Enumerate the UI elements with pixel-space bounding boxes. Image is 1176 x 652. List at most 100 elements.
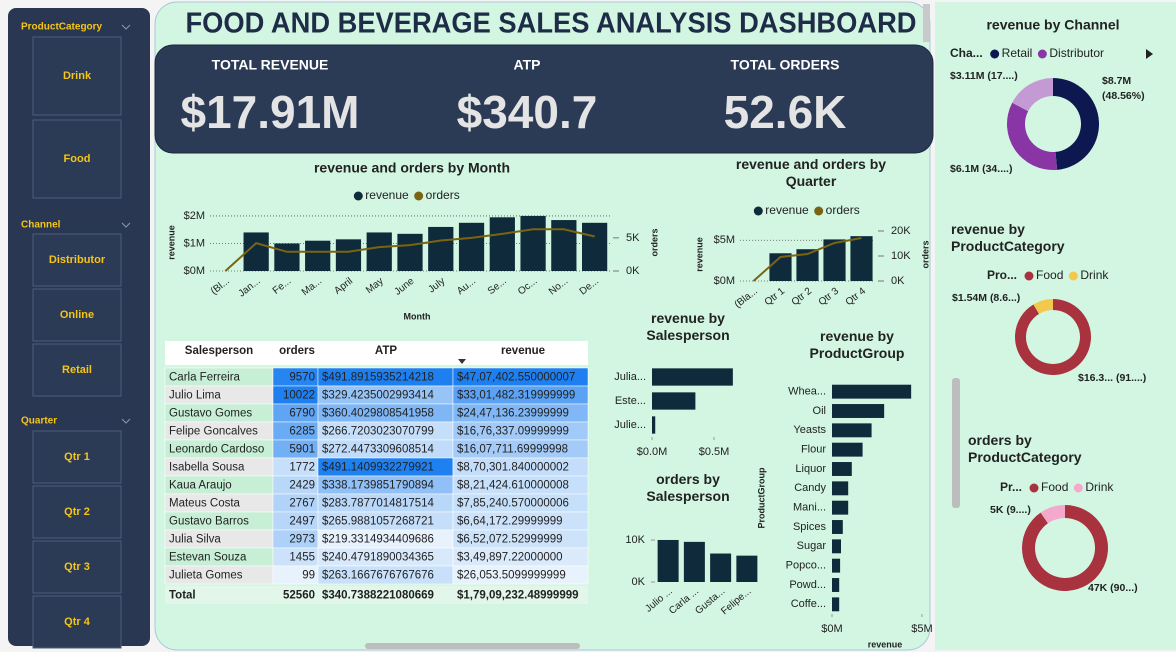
table-cell: Isabella Sousa bbox=[169, 462, 245, 474]
kpi-value: $17.91M bbox=[180, 86, 359, 138]
table-cell: $283.7877014817514 bbox=[322, 498, 435, 510]
bar bbox=[274, 243, 300, 271]
slicer-item[interactable]: Food bbox=[64, 153, 91, 165]
y-tick-label: $2M bbox=[184, 210, 205, 222]
x-tick-label: $0M bbox=[821, 623, 842, 635]
y2-tick-label: 5K bbox=[626, 232, 640, 244]
bar bbox=[683, 541, 705, 582]
table-header: ATP bbox=[375, 345, 397, 357]
slicer-button[interactable] bbox=[32, 595, 122, 649]
panel-scrollbar[interactable] bbox=[952, 378, 960, 508]
y-tick-label: Julie... bbox=[614, 419, 646, 431]
legend-item[interactable]: Food bbox=[1036, 268, 1063, 282]
data-label: $3.11M (17....) bbox=[950, 70, 1018, 82]
slicer-item[interactable]: Qtr 2 bbox=[64, 506, 90, 518]
kpi-label: TOTAL ORDERS bbox=[731, 57, 840, 73]
chart-title: orders by Salesperson bbox=[646, 471, 729, 504]
donut-slice[interactable] bbox=[1033, 299, 1053, 314]
donut-slice[interactable] bbox=[1012, 78, 1053, 112]
slicer-chevron[interactable] bbox=[121, 24, 131, 30]
table-cell: $340.7388221080669 bbox=[322, 590, 434, 602]
table-scrollbar[interactable] bbox=[365, 643, 580, 649]
table-cell: 9570 bbox=[289, 372, 315, 384]
bar bbox=[458, 222, 485, 271]
kpi-panel bbox=[154, 44, 934, 154]
legend-title: Pr... bbox=[1000, 480, 1022, 494]
slicer-button[interactable] bbox=[32, 119, 122, 199]
donut-slice[interactable] bbox=[1053, 78, 1100, 170]
axis-label: Month bbox=[404, 311, 431, 321]
kpi-label: ATP bbox=[514, 57, 541, 73]
slicer-button[interactable] bbox=[32, 540, 122, 594]
table-cell: $272.4473309608514 bbox=[322, 444, 435, 456]
legend-item[interactable]: Distributor bbox=[1049, 46, 1104, 60]
legend-item[interactable]: orders bbox=[826, 203, 860, 217]
bar bbox=[832, 500, 849, 515]
slicer-chevron[interactable] bbox=[121, 222, 131, 228]
donut-slice[interactable] bbox=[1040, 505, 1065, 524]
axis-label: orders bbox=[920, 240, 930, 268]
bar bbox=[823, 239, 846, 281]
table-total-bg bbox=[165, 586, 273, 604]
legend-marker bbox=[1024, 271, 1034, 281]
table-cell: 5901 bbox=[289, 444, 315, 456]
slicer-button[interactable] bbox=[32, 233, 122, 287]
slicer-item[interactable]: Qtr 4 bbox=[64, 616, 91, 628]
bar bbox=[832, 520, 843, 534]
y-tick-label: $5M bbox=[714, 234, 735, 246]
slicer-item[interactable]: Qtr 1 bbox=[64, 451, 90, 463]
axis-label: revenue bbox=[694, 237, 704, 272]
slicer-chevron[interactable] bbox=[121, 418, 131, 424]
y-tick-label: Mani... bbox=[793, 502, 826, 514]
table-cell: 1772 bbox=[289, 462, 315, 474]
table-cell: $491.8915935214218 bbox=[322, 372, 434, 384]
bar bbox=[582, 222, 608, 271]
table-cell: $266.7203023070799 bbox=[322, 426, 434, 438]
data-label: $1.54M (8.6...) bbox=[952, 292, 1020, 304]
slicer-item[interactable]: Retail bbox=[62, 364, 92, 376]
legend-item[interactable]: Drink bbox=[1080, 268, 1109, 282]
axis-label: ProductGroup bbox=[756, 467, 766, 528]
donut-slice[interactable] bbox=[1007, 102, 1058, 170]
y-tick-label: $0M bbox=[714, 275, 735, 287]
data-label: $8.7M (48.56%) bbox=[1102, 75, 1145, 102]
slicer-title: Quarter bbox=[21, 416, 57, 427]
slicer-item[interactable]: Distributor bbox=[49, 254, 106, 266]
table-header: Salesperson bbox=[185, 345, 253, 357]
slicer-item[interactable]: Drink bbox=[63, 70, 92, 82]
chart-title: revenue by ProductGroup bbox=[810, 328, 905, 361]
bar bbox=[551, 220, 577, 271]
slicer-button[interactable] bbox=[32, 288, 122, 342]
slicer-item[interactable]: Online bbox=[60, 309, 94, 321]
table-cell: Mateus Costa bbox=[169, 498, 241, 510]
table-cell: Kaua Araujo bbox=[169, 480, 232, 492]
slicer-item[interactable]: Qtr 3 bbox=[64, 561, 90, 573]
legend-item[interactable]: Drink bbox=[1085, 480, 1114, 494]
table-cell: Felipe Goncalves bbox=[169, 426, 258, 438]
slicer-button[interactable] bbox=[32, 485, 122, 539]
y-tick-label: Julia... bbox=[614, 371, 646, 383]
bar bbox=[832, 384, 912, 399]
donut-slice[interactable] bbox=[1021, 505, 1108, 592]
sort-arrow[interactable] bbox=[458, 359, 466, 364]
table-cell: $3,49,897.22000000 bbox=[457, 552, 563, 564]
bar bbox=[489, 217, 515, 271]
legend-item[interactable]: revenue bbox=[365, 188, 409, 202]
table-cell: $6,52,072.52999999 bbox=[457, 534, 563, 546]
slicer-button[interactable] bbox=[32, 36, 122, 116]
legend-item[interactable]: Food bbox=[1041, 480, 1068, 494]
legend-item[interactable]: Retail bbox=[1002, 46, 1033, 60]
bar bbox=[769, 253, 792, 281]
bar bbox=[796, 249, 819, 281]
legend-next[interactable] bbox=[1146, 49, 1153, 59]
legend-item[interactable]: revenue bbox=[765, 203, 809, 217]
y-tick-label: Popco... bbox=[786, 560, 826, 572]
slicer-button[interactable] bbox=[32, 343, 122, 397]
legend-item[interactable]: orders bbox=[426, 188, 460, 202]
slicer-button[interactable] bbox=[32, 430, 122, 484]
table-cell: $240.4791890034365 bbox=[322, 552, 434, 564]
y2-tick-label: 0K bbox=[626, 265, 640, 277]
y-tick-label: Liquor bbox=[795, 463, 826, 475]
legend-marker bbox=[1073, 483, 1083, 493]
